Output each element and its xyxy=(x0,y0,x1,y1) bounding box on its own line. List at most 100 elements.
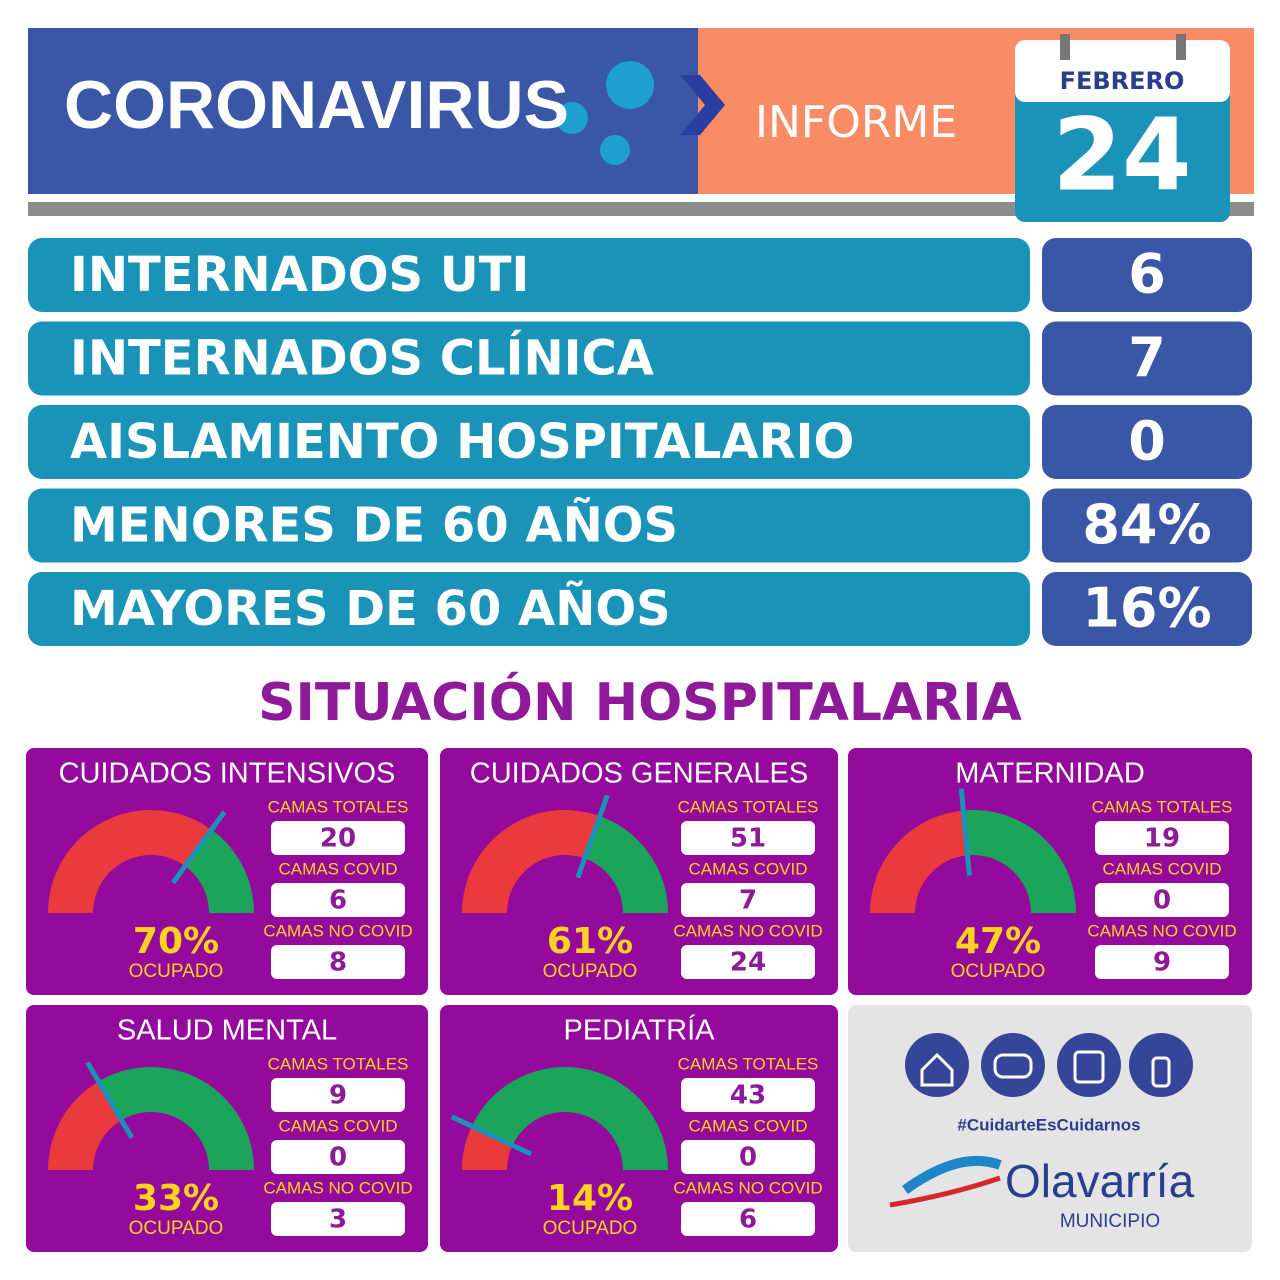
field-box xyxy=(1095,883,1229,917)
field-label: CAMAS NO COVID xyxy=(263,921,412,940)
brand: Olavarría xyxy=(1005,1155,1195,1207)
unit-name: MATERNIDAD xyxy=(955,758,1145,790)
gauge-needle xyxy=(450,1114,533,1157)
occupancy-caption: OCUPADO xyxy=(129,1218,224,1239)
gauge-occupied xyxy=(462,810,600,913)
unit-name: SALUD MENTAL xyxy=(117,1015,337,1047)
field-value: 7 xyxy=(739,886,757,916)
field-label: CAMAS NO COVID xyxy=(1087,921,1236,940)
field-value: 0 xyxy=(1153,886,1171,916)
stat-value-box xyxy=(1042,238,1252,312)
stat-value: 84% xyxy=(1082,493,1211,556)
footer-panel xyxy=(848,1005,1252,1252)
occupancy-caption: OCUPADO xyxy=(951,961,1046,982)
header-subtitle: INFORME xyxy=(755,97,957,148)
calendar-month: FEBRERO xyxy=(1060,67,1185,95)
field-value: 43 xyxy=(730,1081,766,1111)
calendar-ring xyxy=(1176,34,1186,60)
stat-value: 6 xyxy=(1128,243,1166,306)
field-box xyxy=(681,1202,815,1236)
field-label: CAMAS NO COVID xyxy=(263,1178,412,1197)
gauge-needle xyxy=(171,810,227,885)
field-box xyxy=(271,945,405,979)
field-value: 24 xyxy=(730,948,766,978)
stat-value-box xyxy=(1042,405,1252,479)
occupancy-label: 33% xyxy=(133,1178,219,1219)
field-box xyxy=(681,1140,815,1174)
occupancy-label: 47% xyxy=(955,921,1041,962)
gauge-occupied xyxy=(870,810,968,913)
dynamic-content: INTERNADOS UTI 6 INTERNADOS CLÍNICA 7 AISLAM… xyxy=(26,238,1252,1252)
stat-label-box xyxy=(28,405,1030,479)
unit-name: CUIDADOS GENERALES xyxy=(470,758,808,790)
header-rule xyxy=(28,202,1254,216)
field-box xyxy=(271,1202,405,1236)
field-box xyxy=(1095,945,1229,979)
field-box xyxy=(271,1078,405,1112)
stat-value: 7 xyxy=(1128,326,1166,389)
gauge-free xyxy=(584,816,668,913)
stat-label-box xyxy=(28,488,1030,563)
field-box xyxy=(271,1140,405,1174)
gauge-needle xyxy=(575,794,610,879)
occupancy-caption: OCUPADO xyxy=(543,961,638,982)
field-value: 0 xyxy=(739,1143,757,1173)
field-value: 6 xyxy=(329,886,347,916)
field-value: 3 xyxy=(329,1205,347,1235)
field-value: 9 xyxy=(1153,948,1171,978)
field-box xyxy=(681,1078,815,1112)
field-label: CAMAS TOTALES xyxy=(268,797,409,816)
unit-name: CUIDADOS INTENSIVOS xyxy=(59,758,396,790)
stat-label: INTERNADOS UTI xyxy=(70,247,529,303)
field-value: 20 xyxy=(320,824,356,854)
section-title: SITUACIÓN HOSPITALARIA xyxy=(258,671,1022,733)
field-value: 9 xyxy=(329,1081,347,1111)
gauge-occupied xyxy=(48,1081,122,1171)
field-label: CAMAS TOTALES xyxy=(268,1054,409,1073)
occupancy-label: 61% xyxy=(547,921,633,962)
field-value: 0 xyxy=(329,1143,347,1173)
stat-label-box xyxy=(28,238,1030,312)
field-value: 8 xyxy=(329,948,347,978)
gauge-needle xyxy=(958,788,972,876)
virus-icons xyxy=(556,61,654,165)
calendar-ring xyxy=(1060,34,1070,60)
field-box xyxy=(1095,821,1229,855)
stat-label: INTERNADOS CLÍNICA xyxy=(70,330,654,387)
field-box xyxy=(271,821,405,855)
occupancy-label: 14% xyxy=(547,1178,633,1219)
field-label: CAMAS COVID xyxy=(278,859,397,878)
chevron xyxy=(680,75,725,135)
stat-label: MENORES DE 60 AÑOS xyxy=(70,497,678,554)
header-title: CORONAVIRUS xyxy=(64,67,569,143)
stat-value-box xyxy=(1042,321,1252,396)
field-box xyxy=(681,945,815,979)
field-label: CAMAS TOTALES xyxy=(1092,797,1233,816)
field-label: CAMAS TOTALES xyxy=(678,1054,819,1073)
field-label: CAMAS COVID xyxy=(688,859,807,878)
gauge-occupied xyxy=(462,1126,513,1170)
calendar-day: 24 xyxy=(1052,96,1191,213)
field-box xyxy=(681,821,815,855)
gauge-free xyxy=(471,1067,668,1170)
field-label: CAMAS COVID xyxy=(278,1116,397,1135)
field-label: CAMAS NO COVID xyxy=(673,921,822,940)
field-value: 19 xyxy=(1144,824,1180,854)
field-value: 51 xyxy=(730,824,766,854)
stat-value-box xyxy=(1042,488,1252,563)
field-box xyxy=(271,883,405,917)
stat-value-box xyxy=(1042,572,1252,646)
unit-name: PEDIATRÍA xyxy=(564,1014,716,1047)
occupancy-caption: OCUPADO xyxy=(543,1218,638,1239)
field-label: CAMAS COVID xyxy=(688,1116,807,1135)
stat-value: 16% xyxy=(1082,577,1211,640)
gauge-free xyxy=(98,1067,255,1170)
stat-label-box xyxy=(28,572,1030,646)
stat-value: 0 xyxy=(1128,410,1166,473)
occupancy-label: 70% xyxy=(133,921,219,962)
stat-label: MAYORES DE 60 AÑOS xyxy=(70,580,671,637)
hashtag: #CuidarteEsCuidarnos xyxy=(957,1115,1140,1134)
field-label: CAMAS NO COVID xyxy=(673,1178,822,1197)
stat-label: AISLAMIENTO HOSPITALARIO xyxy=(70,414,854,470)
field-label: CAMAS COVID xyxy=(1102,859,1221,878)
